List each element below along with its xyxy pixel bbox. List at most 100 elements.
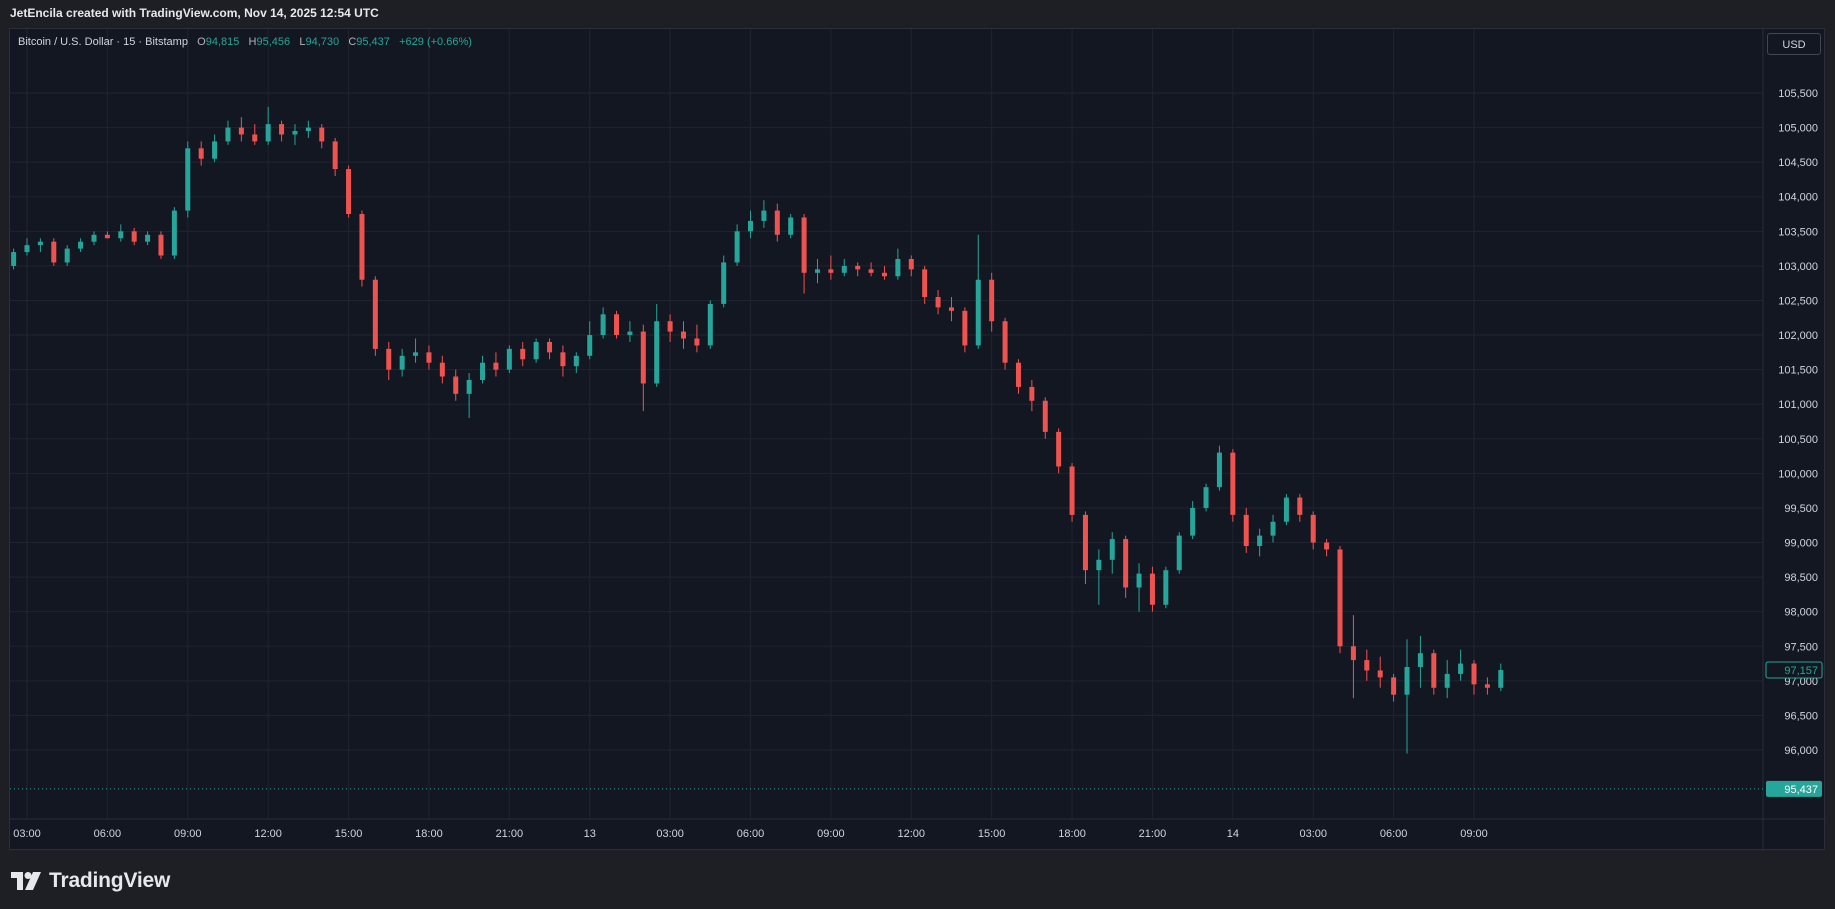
- candle-body: [1484, 684, 1490, 688]
- y-tick-label: 96,000: [1784, 745, 1818, 757]
- candle-body: [654, 321, 660, 384]
- candle-body: [359, 214, 365, 280]
- candle-body: [1029, 386, 1035, 401]
- x-tick-label: 09:00: [174, 828, 202, 840]
- y-tick-label: 104,500: [1778, 157, 1818, 169]
- y-tick-label: 101,000: [1778, 399, 1818, 411]
- price-line-label: 95,437: [1784, 784, 1818, 796]
- tradingview-logo-text: TradingView: [49, 869, 171, 892]
- currency-button[interactable]: USD: [1767, 33, 1821, 55]
- footer: [0, 852, 1835, 909]
- candle-body: [399, 355, 405, 370]
- y-tick-label: 99,500: [1784, 503, 1818, 515]
- candle-body: [292, 131, 298, 135]
- x-tick-label: 15:00: [335, 828, 363, 840]
- candle-body: [466, 380, 472, 394]
- candle-body: [158, 234, 164, 256]
- chart-pane[interactable]: 96,000 96,500 97,000 97,500 98,000 98,500 99,0…: [9, 28, 1826, 851]
- candle-body: [413, 352, 419, 356]
- candle-body: [734, 231, 740, 263]
- candle-body: [1324, 542, 1330, 550]
- candle-body: [1149, 573, 1155, 605]
- candle-body: [922, 269, 928, 298]
- candle-body: [694, 338, 700, 346]
- x-tick-label: 14: [1227, 828, 1239, 840]
- candle-body: [573, 355, 579, 367]
- x-tick-label: 03:00: [656, 828, 684, 840]
- tradingview-logo-icon: [11, 872, 41, 890]
- candle-body: [426, 352, 432, 363]
- x-tick-label: 15:00: [978, 828, 1006, 840]
- symbol-title: Bitcoin / U.S. Dollar · 15 · Bitstamp: [18, 36, 188, 48]
- last-price-label: 97,157: [1784, 665, 1818, 677]
- candlestick-chart[interactable]: 96,000 96,500 97,000 97,500 98,000 98,500 99,0…: [10, 29, 1826, 851]
- candle-body: [828, 269, 834, 273]
- x-tick-label: 06:00: [737, 828, 765, 840]
- candle-body: [975, 279, 981, 346]
- y-tick-label: 105,000: [1778, 123, 1818, 135]
- candle-body: [774, 210, 780, 235]
- candle-body: [908, 258, 914, 270]
- candle-body: [989, 279, 995, 322]
- candle-body: [386, 348, 392, 370]
- candle-body: [212, 141, 218, 159]
- y-tick-label: 103,000: [1778, 261, 1818, 273]
- candle-body: [1431, 653, 1437, 688]
- candle-body: [1230, 452, 1236, 515]
- last-price-marker: [1765, 661, 1823, 679]
- y-tick-label: 99,000: [1784, 538, 1818, 550]
- candle-body: [1002, 321, 1008, 363]
- candle-body: [104, 234, 110, 239]
- candle-body: [640, 331, 646, 384]
- candle-body: [1163, 570, 1169, 605]
- candle-body: [533, 341, 539, 360]
- candle-body: [265, 124, 271, 142]
- symbol-legend: Bitcoin / U.S. Dollar · 15 · Bitstamp O9…: [18, 36, 472, 48]
- candle-body: [1283, 497, 1289, 522]
- candle-body: [748, 220, 753, 232]
- candle-body: [252, 134, 258, 142]
- y-tick-label: 98,500: [1784, 572, 1818, 584]
- candle-body: [1257, 535, 1263, 546]
- candle-body: [1444, 673, 1450, 688]
- candle-body: [11, 252, 17, 266]
- candle-body: [1364, 660, 1370, 671]
- attribution-bar: JetEncila created with TradingView.com, …: [0, 0, 1835, 28]
- candle-body: [707, 303, 713, 346]
- candle-body: [493, 362, 499, 370]
- x-tick-label: 21:00: [496, 828, 524, 840]
- author-line: JetEncila created with TradingView.com, …: [10, 6, 379, 20]
- candle-body: [78, 241, 84, 249]
- candle-body: [64, 248, 70, 263]
- candle-body: [145, 234, 151, 242]
- candle-body: [118, 231, 124, 239]
- candle-body: [627, 331, 633, 336]
- candle-body: [279, 124, 285, 135]
- candle-body: [801, 217, 807, 273]
- open-label: O: [197, 36, 206, 48]
- candle-body: [560, 352, 566, 367]
- candle-body: [1190, 507, 1196, 536]
- change-value: +629 (+0.66%): [399, 36, 472, 48]
- candle-body: [587, 335, 593, 356]
- candle-body: [721, 262, 727, 304]
- candle-body: [1056, 431, 1062, 467]
- candle-body: [681, 331, 687, 339]
- candle-body: [1404, 667, 1410, 695]
- candle-body: [1377, 670, 1383, 678]
- candle-body: [1471, 663, 1477, 685]
- candle-body: [520, 348, 526, 360]
- candle-body: [614, 314, 620, 336]
- candle-body: [1350, 646, 1356, 661]
- candle-body: [1123, 539, 1129, 588]
- candle-body: [238, 127, 244, 135]
- tradingview-logo[interactable]: TradingView: [11, 869, 170, 893]
- candle-body: [667, 321, 673, 332]
- candle-body: [962, 310, 968, 346]
- high-label: H: [248, 36, 257, 48]
- candle-body: [346, 169, 352, 215]
- candle-body: [1082, 514, 1088, 571]
- candle-body: [948, 307, 954, 311]
- candle-body: [1243, 514, 1249, 546]
- y-tick-label: 104,000: [1778, 192, 1818, 204]
